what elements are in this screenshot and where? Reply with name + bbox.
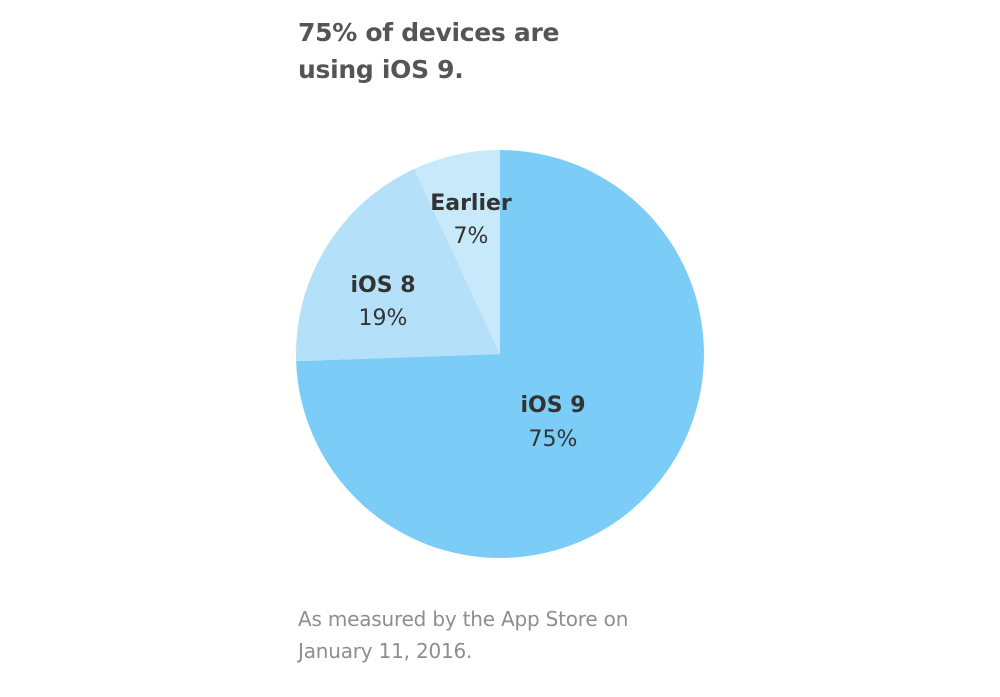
label-earlier-name: Earlier (430, 191, 512, 216)
slice-ios8 (295, 168, 500, 362)
label-ios9-value: 75% (529, 427, 578, 452)
label-ios8-name: iOS 8 (350, 273, 415, 298)
slice-earlier (414, 150, 500, 354)
chart-title: 75% of devices are using iOS 9. (298, 18, 560, 84)
label-ios9-name: iOS 9 (520, 393, 585, 418)
label-earlier-value: 7% (454, 224, 489, 249)
slice-ios9 (296, 150, 704, 558)
footnote: As measured by the App Store on January … (298, 607, 629, 663)
label-ios8-value: 19% (359, 306, 408, 331)
